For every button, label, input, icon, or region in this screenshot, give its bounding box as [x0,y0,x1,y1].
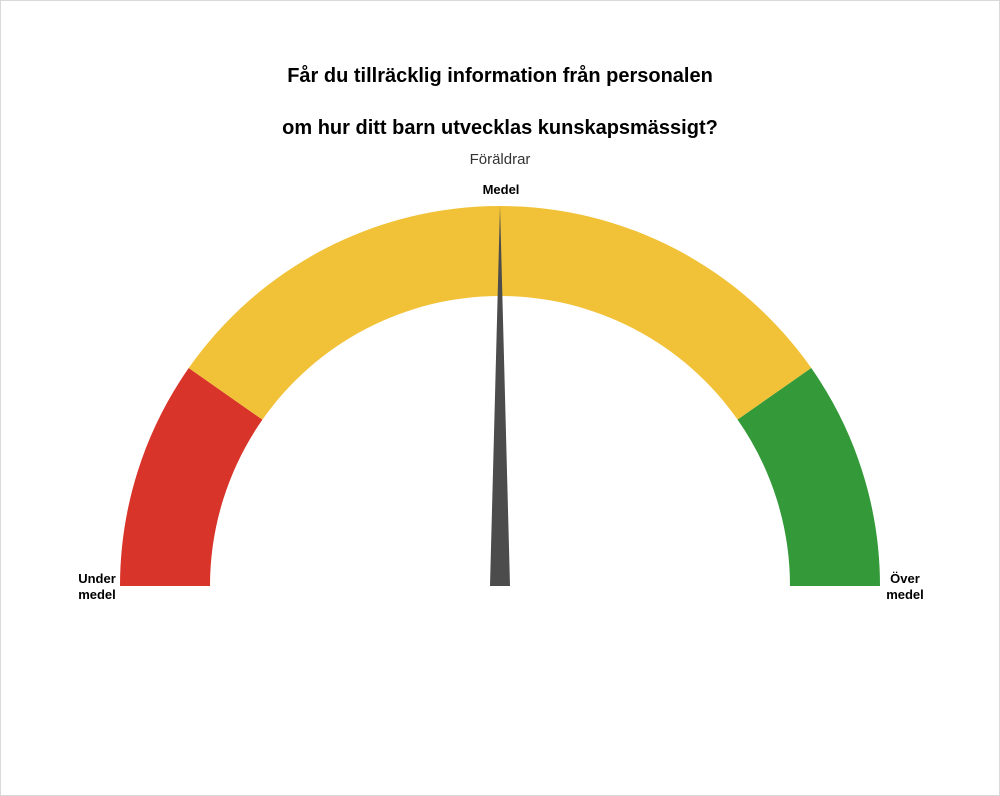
chart-title: Får du tillräcklig information från pers… [1,37,999,141]
title-line-1: Får du tillräcklig information från pers… [287,65,713,87]
gauge-svg [20,156,980,756]
gauge-label-left: Under medel [67,571,127,602]
title-block: Får du tillräcklig information från pers… [1,37,999,168]
title-line-2: om hur ditt barn utvecklas kunskapsmässi… [282,117,718,139]
gauge-label-right: Över medel [875,571,935,602]
gauge-label-center: Medel [471,182,531,198]
gauge-chart [1,156,999,756]
chart-frame: Får du tillräcklig information från pers… [0,0,1000,796]
